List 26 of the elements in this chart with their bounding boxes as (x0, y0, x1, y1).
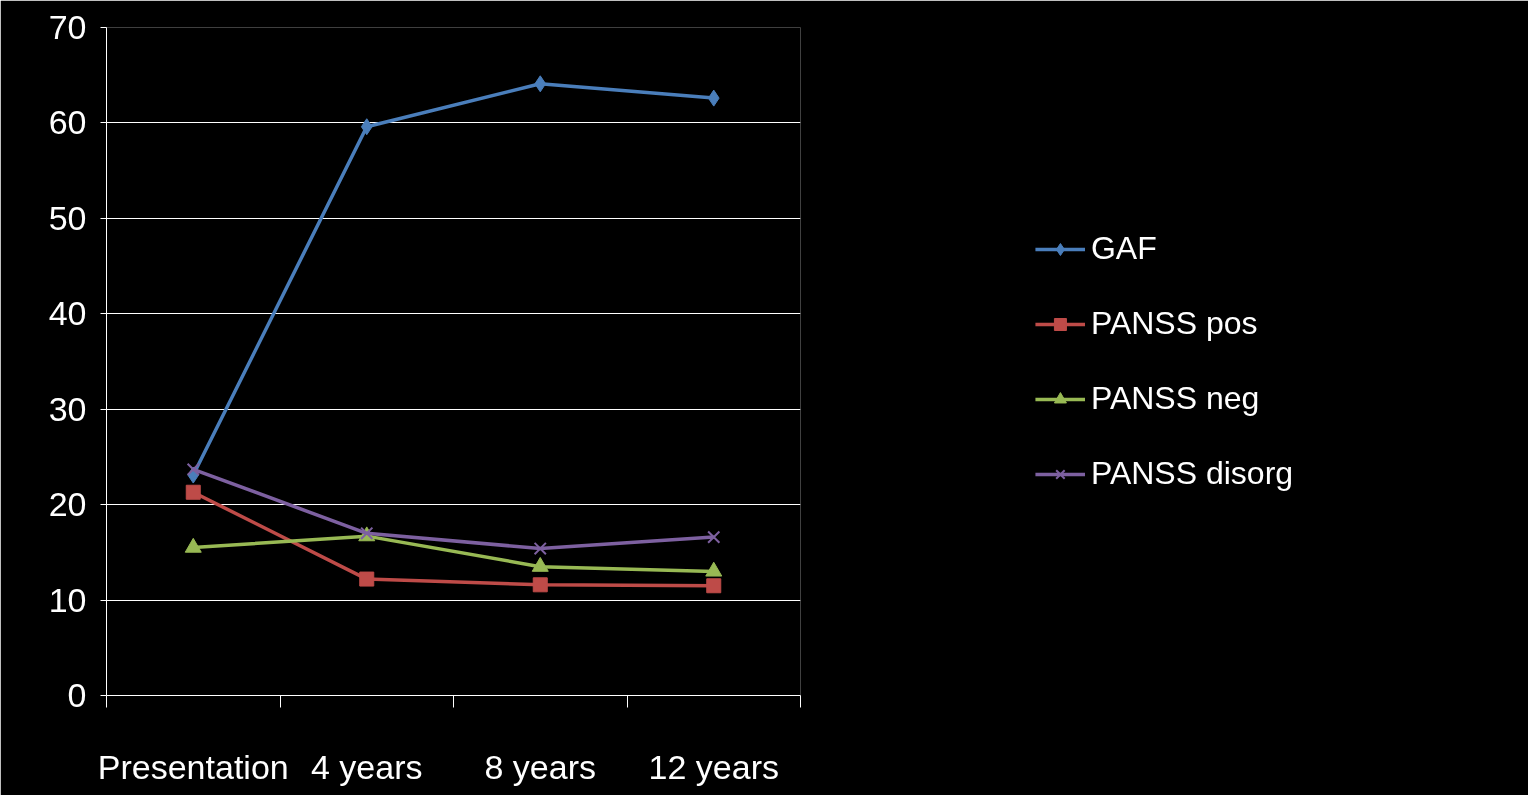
legend-label: GAF (1090, 230, 1157, 267)
y-tick-label: 30 (48, 389, 87, 428)
point (707, 89, 720, 107)
y-tick-label: 0 (67, 676, 87, 714)
y-tick-label: 40 (48, 294, 87, 333)
point (706, 578, 722, 594)
y-tick-label: 20 (48, 485, 87, 524)
x-tick-label: Presentation (97, 747, 289, 786)
point (185, 484, 201, 500)
point (359, 571, 375, 587)
x-tick-label: 12 years (648, 747, 779, 786)
legend-label: PANSS disorg (1090, 455, 1294, 492)
y-tick-label: 70 (48, 8, 87, 46)
point (533, 541, 547, 556)
legend-label: PANSS neg (1090, 380, 1260, 417)
y-tick-label: 50 (48, 198, 87, 237)
point (186, 462, 200, 476)
legend-label: PANSS pos (1090, 305, 1258, 342)
y-tick-label: 60 (48, 103, 87, 142)
x-tick-label: 8 years (484, 747, 596, 786)
point (534, 75, 547, 93)
point (360, 118, 373, 136)
point (707, 530, 721, 544)
point (532, 577, 548, 593)
y-tick-label: 10 (48, 580, 87, 619)
x-tick-label: 4 years (311, 747, 423, 786)
